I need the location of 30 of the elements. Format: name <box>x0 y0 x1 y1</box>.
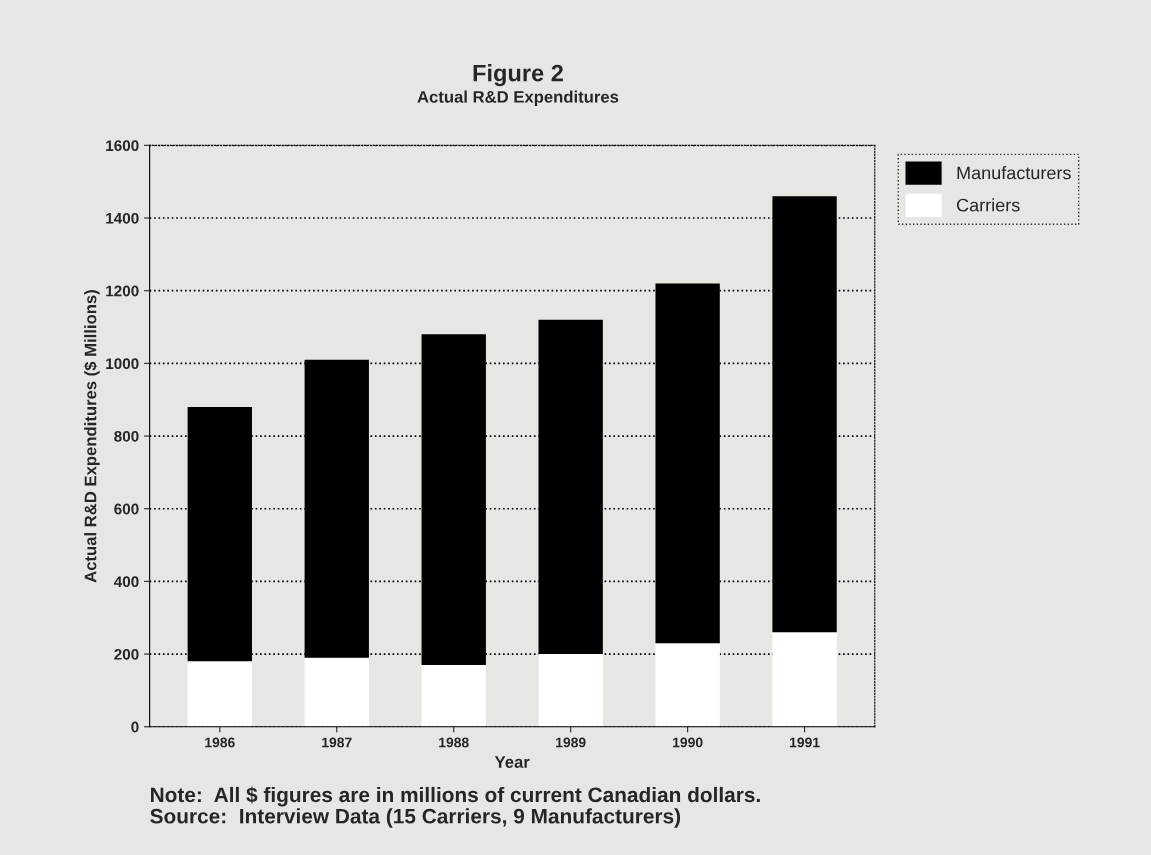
y-tick-label: 1200 <box>106 285 139 297</box>
y-tick-label: 0 <box>131 721 139 733</box>
x-tick-label: 1991 <box>790 737 820 748</box>
bar <box>187 661 252 727</box>
y-tick-label: 800 <box>114 430 139 442</box>
chart-title: Figure 2 <box>473 64 563 87</box>
bar <box>304 657 369 727</box>
y-axis-title: Actual R&D Expenditures ($ Millions) <box>83 290 100 583</box>
y-tick-label: 600 <box>114 503 139 515</box>
y-tick-label: 200 <box>114 648 139 660</box>
text: Note: All $ figures are in millions of current Canadian dollars. <box>151 786 760 807</box>
bar <box>772 196 837 633</box>
x-tick-label: 1990 <box>673 737 703 748</box>
bar <box>421 664 486 727</box>
x-tick-label: 1987 <box>322 737 352 748</box>
legend-label: Carriers <box>956 198 1020 212</box>
x-tick-label: 1986 <box>205 737 235 748</box>
legend-label: Manufacturers <box>957 166 1071 180</box>
bar <box>538 654 603 727</box>
x-axis-title: Year <box>494 756 530 768</box>
y-tick-label: 1400 <box>106 212 139 224</box>
bar <box>655 643 720 727</box>
y-tick-label: 1600 <box>106 140 139 152</box>
y-tick-label: 1000 <box>106 358 139 370</box>
bar <box>772 632 837 727</box>
chart-subtitle: Actual R&D Expenditures <box>417 90 619 107</box>
x-tick-label: 1989 <box>556 737 586 748</box>
x-tick-label: 1988 <box>439 737 469 748</box>
y-tick-label: 400 <box>113 576 139 588</box>
source-note: Source: Interview Data (15 Carriers, 9 Manufacturers) <box>150 808 681 828</box>
